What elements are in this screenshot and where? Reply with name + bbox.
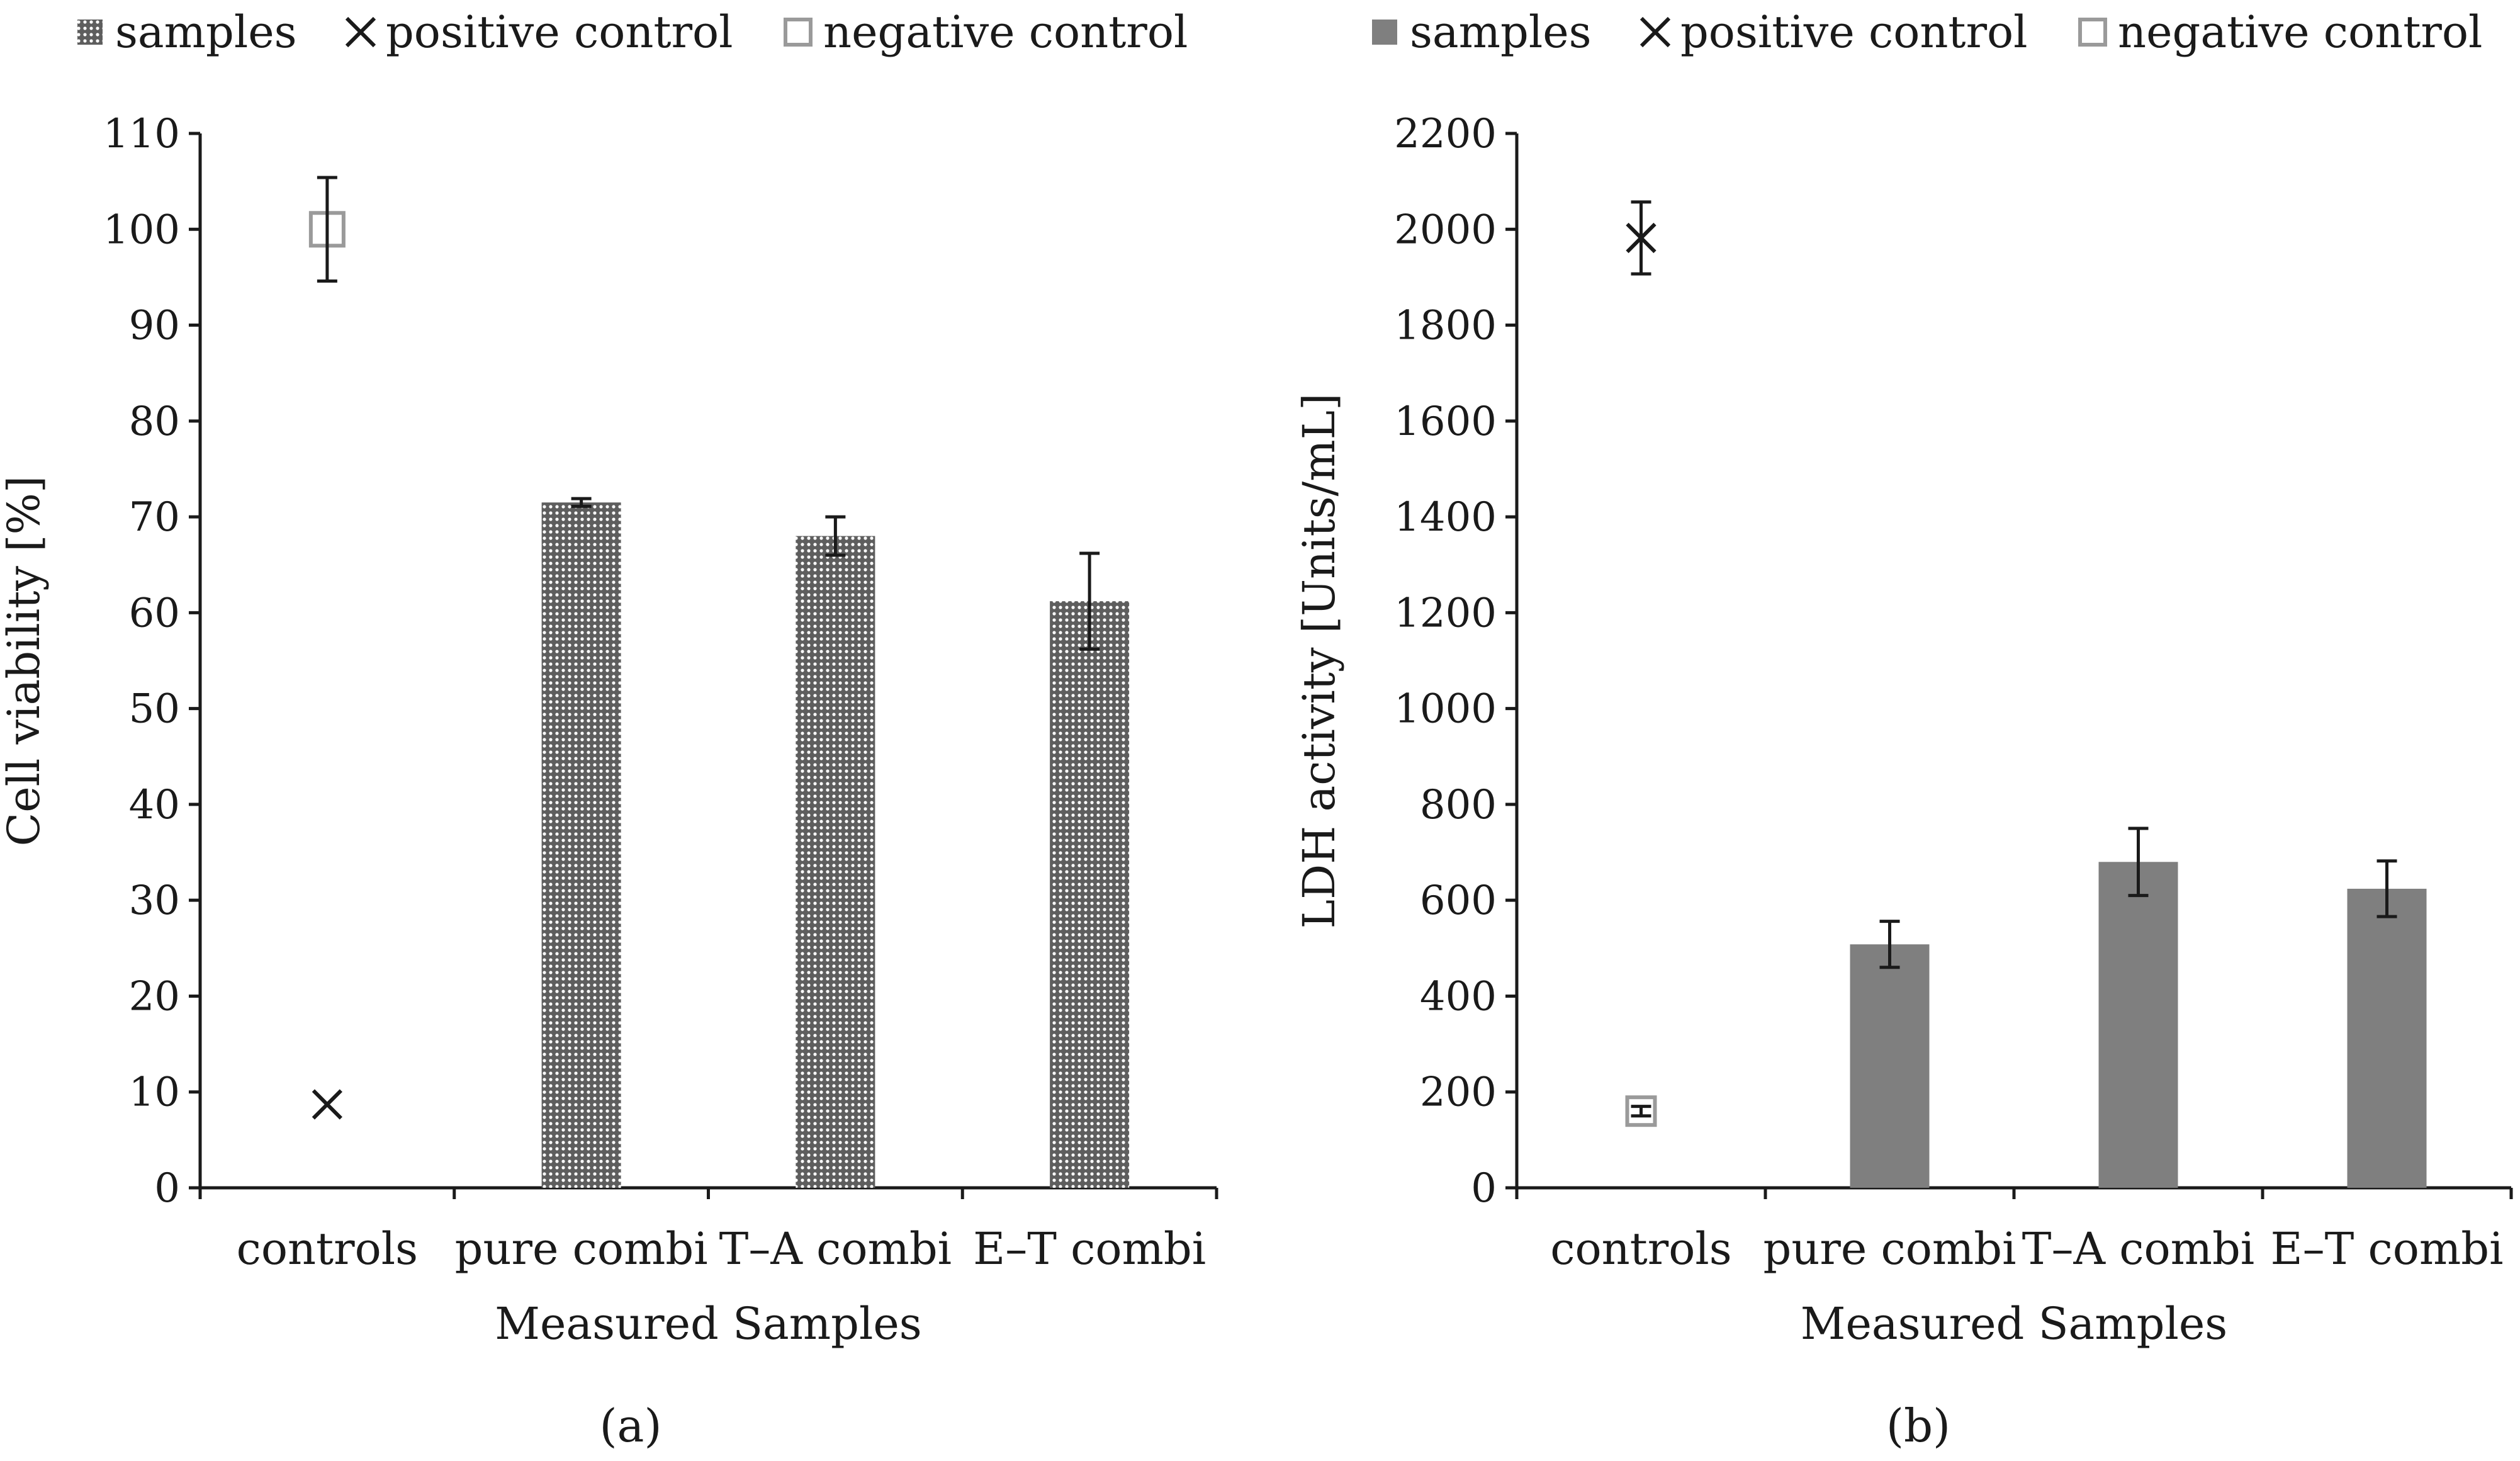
- y-axis-title: Cell viability [%]: [0, 476, 50, 847]
- x-tick-label: controls: [1550, 1223, 1731, 1275]
- positive-control-marker-stroke-2: [312, 1089, 342, 1120]
- error-bar: [1631, 200, 1651, 276]
- y-tick-label: 60: [129, 590, 180, 636]
- x-tick-label: E–T combi: [973, 1223, 1206, 1275]
- y-tick-label: 50: [129, 686, 180, 733]
- legend-label: samples: [115, 6, 297, 58]
- legend-label: positive control: [1680, 6, 2028, 58]
- x-tick-label: T–A combi: [2022, 1223, 2254, 1275]
- legend-swatch-positive-control: [345, 16, 376, 48]
- y-tick-label: 200: [1420, 1069, 1497, 1116]
- error-bar: [2128, 826, 2149, 898]
- x-axis-title: Measured Samples: [1801, 1298, 2227, 1350]
- legend-swatch-positive-control-stroke-2: [1640, 16, 1671, 48]
- y-tick-label: 30: [129, 877, 180, 924]
- y-tick-label: 400: [1420, 973, 1497, 1020]
- bar-pure-combi: [541, 502, 621, 1188]
- bar-t-a-combi: [2098, 862, 2178, 1188]
- legend-swatch-samples: [77, 20, 103, 45]
- y-tick-label: 1200: [1394, 590, 1497, 636]
- y-tick-label: 800: [1420, 782, 1497, 828]
- panel-label-a: (a): [599, 1399, 661, 1452]
- x-tick-label: controls: [237, 1223, 418, 1275]
- chart-cell-viability: 0 10 20 30 40 50 60 70 80 90 100 110 controls pure co…: [0, 6, 1218, 1350]
- y-tick-label: 600: [1420, 877, 1497, 924]
- y-tick-label: 110: [103, 111, 180, 157]
- error-bar: [1631, 1105, 1651, 1118]
- y-tick-label: 40: [129, 782, 180, 828]
- y-tick-label: 80: [129, 398, 180, 445]
- legend-swatch-positive-control: [1640, 16, 1671, 48]
- y-tick-label: 10: [129, 1069, 180, 1116]
- y-tick-label: 2200: [1394, 111, 1497, 157]
- y-tick-label: 100: [103, 206, 180, 253]
- y-tick-label: 1400: [1394, 494, 1497, 541]
- y-tick-label: 0: [154, 1165, 180, 1212]
- error-bar: [1879, 920, 1900, 969]
- y-tick-label: 2000: [1394, 206, 1497, 253]
- legend-swatch-negative-control: [2078, 18, 2107, 47]
- legend-swatch-samples: [1372, 20, 1397, 45]
- bar-e-t-combi: [2347, 888, 2427, 1188]
- error-bar: [317, 176, 337, 283]
- legend-label: negative control: [823, 6, 1188, 58]
- bar-pure-combi: [1850, 944, 1930, 1188]
- positive-control-marker: [312, 1089, 342, 1120]
- y-tick-label: 0: [1471, 1165, 1497, 1212]
- bar-t-a-combi: [796, 536, 875, 1188]
- x-tick-label: E–T combi: [2271, 1223, 2504, 1275]
- panel-label-b: (b): [1886, 1399, 1950, 1452]
- x-tick-label: T–A combi: [719, 1223, 952, 1275]
- error-bar: [1079, 551, 1100, 651]
- x-tick-label: pure combi: [455, 1223, 708, 1275]
- y-axis-title: LDH activity [Units/mL]: [1293, 393, 1345, 929]
- y-tick-label: 1800: [1394, 303, 1497, 349]
- legend-label: samples: [1410, 6, 1592, 58]
- error-bar: [825, 515, 846, 557]
- y-tick-label: 20: [129, 973, 180, 1020]
- legend-swatch-positive-control-stroke-2: [345, 16, 376, 48]
- legend: samples positive control negative control: [77, 6, 1188, 58]
- legend-label: negative control: [2118, 6, 2482, 58]
- legend-label: positive control: [386, 6, 733, 58]
- y-tick-label: 90: [129, 303, 180, 349]
- x-axis-title: Measured Samples: [495, 1298, 921, 1350]
- chart-ldh-activity: 0 200 400 600 800 1000 1200 1400 1600 1800 2000 220…: [1293, 6, 2513, 1350]
- legend-swatch-negative-control: [784, 18, 813, 47]
- bar-e-t-combi: [1050, 601, 1130, 1188]
- negative-control-marker: [1625, 1095, 1657, 1127]
- legend: samples positive control negative control: [1372, 6, 2482, 58]
- error-bar: [2377, 859, 2397, 918]
- error-bar: [571, 497, 592, 508]
- x-tick-label: pure combi: [1763, 1223, 2017, 1275]
- y-tick-label: 1000: [1394, 686, 1497, 733]
- y-tick-label: 1600: [1394, 398, 1497, 445]
- y-tick-label: 70: [129, 494, 180, 541]
